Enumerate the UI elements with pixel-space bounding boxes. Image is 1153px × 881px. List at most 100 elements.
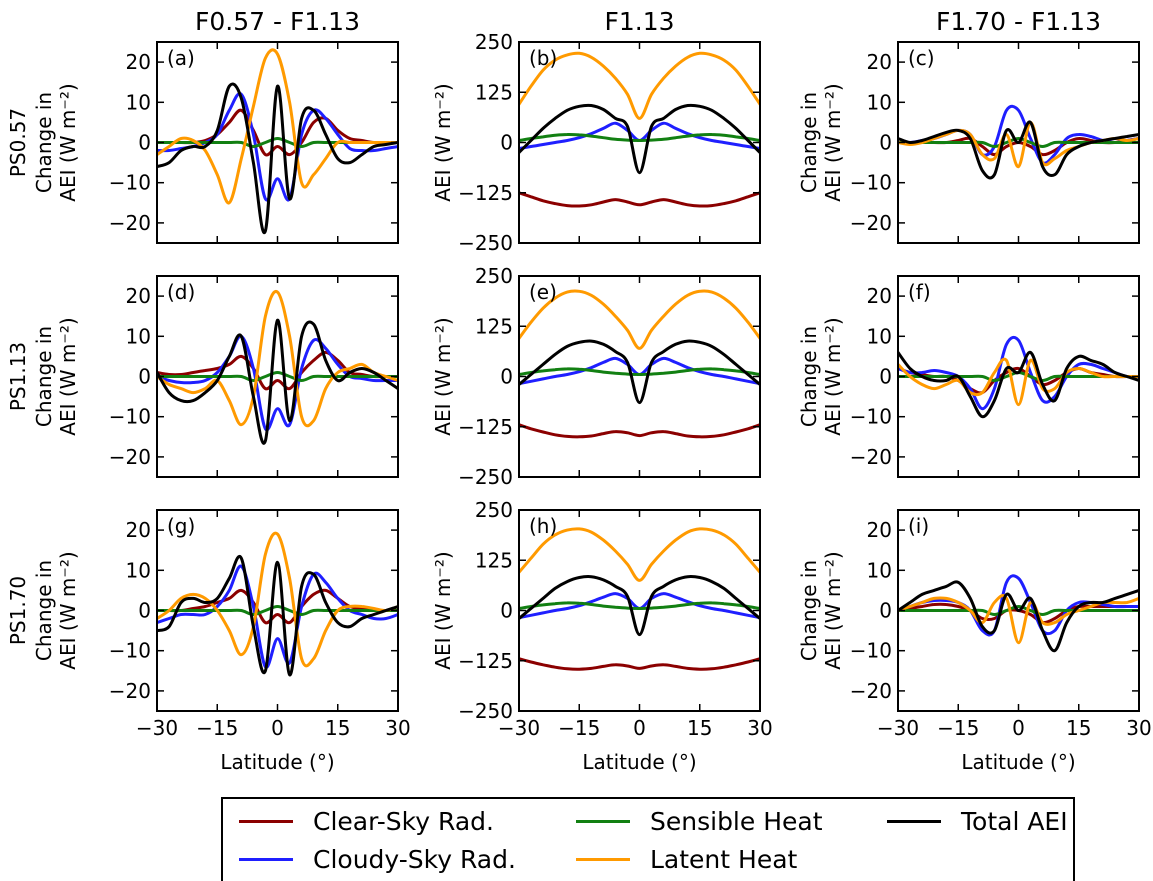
y-axis-label-line2: AEI (W m⁻²)	[56, 551, 80, 669]
legend-swatch-total	[887, 819, 941, 823]
y-tick-label: 0	[500, 599, 513, 623]
y-tick-label: −250	[458, 699, 513, 723]
y-tick-label: 20	[126, 50, 151, 74]
series-line-cloudy-sky	[519, 592, 760, 620]
panel-label: (b)	[529, 46, 557, 70]
y-axis-label: AEI (W m⁻²)	[431, 551, 455, 669]
y-tick-label: 0	[500, 131, 513, 155]
series-line-clear-sky	[519, 657, 760, 671]
series-line-total	[519, 339, 760, 405]
series-line-clear-sky	[519, 191, 760, 208]
series-line-total	[157, 554, 398, 677]
x-tick-label: −30	[498, 716, 540, 740]
panel-i: −20 −10 0 10 20 −30 −15 0 15 30 (i) Latitude (°) Cha…	[797, 509, 1152, 774]
legend-label-latent: Latent Heat	[650, 844, 798, 874]
y-tick-label: −20	[850, 445, 892, 469]
y-axis-label-line1: Change in	[32, 92, 56, 193]
panel-h: −250 −125 0 125 250 −30 −15 0 15 30 (h) Latitude (°…	[431, 498, 773, 774]
x-tick-label: −15	[196, 716, 238, 740]
x-axis-label: Latitude (°)	[961, 750, 1075, 774]
legend-swatch-cloudy-sky	[239, 857, 293, 861]
y-tick-label: −20	[109, 445, 151, 469]
series-line-latent	[157, 48, 398, 205]
y-tick-label: −125	[458, 415, 513, 439]
y-tick-label: 10	[867, 324, 892, 348]
x-tick-label: 15	[325, 716, 350, 740]
panel-label: (c)	[908, 46, 935, 70]
panel-label: (g)	[167, 514, 195, 538]
y-tick-label: 0	[138, 599, 151, 623]
y-tick-label: 125	[475, 314, 513, 338]
series-line-latent	[519, 51, 760, 120]
y-tick-label: −10	[850, 405, 892, 429]
y-axis-label-line2: AEI (W m⁻²)	[56, 317, 80, 435]
y-tick-label: 0	[500, 365, 513, 389]
x-tick-label: −30	[136, 716, 178, 740]
x-tick-label: 0	[271, 716, 284, 740]
x-tick-label: 15	[687, 716, 712, 740]
y-axis-label-line1: Change in	[797, 560, 821, 661]
y-tick-label: 20	[126, 518, 151, 542]
series-line-total	[898, 350, 1139, 419]
y-tick-label: −10	[850, 639, 892, 663]
y-tick-label: 250	[475, 264, 513, 288]
y-tick-label: −10	[109, 639, 151, 663]
panel-label: (d)	[167, 280, 195, 304]
y-tick-label: −125	[458, 649, 513, 673]
y-tick-label: 0	[138, 365, 151, 389]
series-line-clear-sky	[519, 423, 760, 439]
series-line-latent	[519, 527, 760, 582]
legend-label-cloudy-sky: Cloudy-Sky Rad.	[313, 844, 516, 874]
y-axis-label-line2: AEI (W m⁻²)	[56, 83, 80, 201]
series-line-latent	[157, 531, 398, 668]
panel-label: (f)	[908, 280, 931, 304]
series-line-total	[898, 120, 1139, 180]
y-axis-label-line2: AEI (W m⁻²)	[821, 83, 845, 201]
series-line-latent	[519, 289, 760, 350]
y-tick-label: 10	[126, 558, 151, 582]
legend-item-cloudy-sky: Cloudy-Sky Rad.	[239, 841, 516, 877]
x-tick-label: 15	[1066, 716, 1091, 740]
y-tick-label: 250	[475, 30, 513, 54]
legend-item-sensible: Sensible Heat	[576, 803, 823, 839]
legend-swatch-clear-sky	[239, 819, 293, 823]
y-tick-label: −20	[109, 211, 151, 235]
column-title-3: F1.70 - F1.13	[936, 7, 1101, 36]
y-tick-label: −250	[458, 231, 513, 255]
series-line-clear-sky	[157, 108, 398, 157]
series-line-latent	[157, 289, 398, 428]
series-line-total	[157, 318, 398, 445]
y-tick-label: 10	[867, 90, 892, 114]
y-axis-label-line2: AEI (W m⁻²)	[821, 317, 845, 435]
series-line-clear-sky	[157, 350, 398, 391]
y-axis-label-line1: Change in	[797, 92, 821, 193]
y-tick-label: 0	[879, 365, 892, 389]
legend-item-latent: Latent Heat	[576, 841, 797, 877]
panel-label: (h)	[529, 514, 557, 538]
series-line-sensible	[519, 132, 760, 142]
column-title-1: F0.57 - F1.13	[195, 7, 360, 36]
y-axis-label: AEI (W m⁻²)	[431, 83, 455, 201]
series-line-cloudy-sky	[157, 334, 398, 432]
legend-label-clear-sky: Clear-Sky Rad.	[313, 806, 494, 836]
legend-label-sensible: Sensible Heat	[650, 806, 823, 836]
x-tick-label: 30	[1126, 716, 1151, 740]
panel-a: −20 −10 0 10 20 (a) Change in AEI (W m⁻²) PS0.57	[6, 41, 399, 244]
y-tick-label: −20	[109, 679, 151, 703]
y-tick-label: 0	[879, 131, 892, 155]
legend-swatch-latent	[576, 857, 630, 861]
y-tick-label: −10	[109, 171, 151, 195]
panel-label: (i)	[908, 514, 929, 538]
y-tick-label: −125	[458, 181, 513, 205]
series-line-sensible	[519, 601, 760, 610]
panel-label: (e)	[529, 280, 557, 304]
x-tick-label: −30	[877, 716, 919, 740]
y-tick-label: −20	[850, 211, 892, 235]
panel-c: −20 −10 0 10 20 (c) Change in AEI (W m⁻²)	[797, 41, 1140, 244]
panel-b: −250 −125 0 125 250 (b) AEI (W m⁻²)	[431, 30, 761, 255]
legend-label-total: Total AEI	[961, 806, 1068, 836]
series-line-sensible	[157, 605, 398, 616]
y-tick-label: 20	[126, 284, 151, 308]
x-tick-label: −15	[937, 716, 979, 740]
